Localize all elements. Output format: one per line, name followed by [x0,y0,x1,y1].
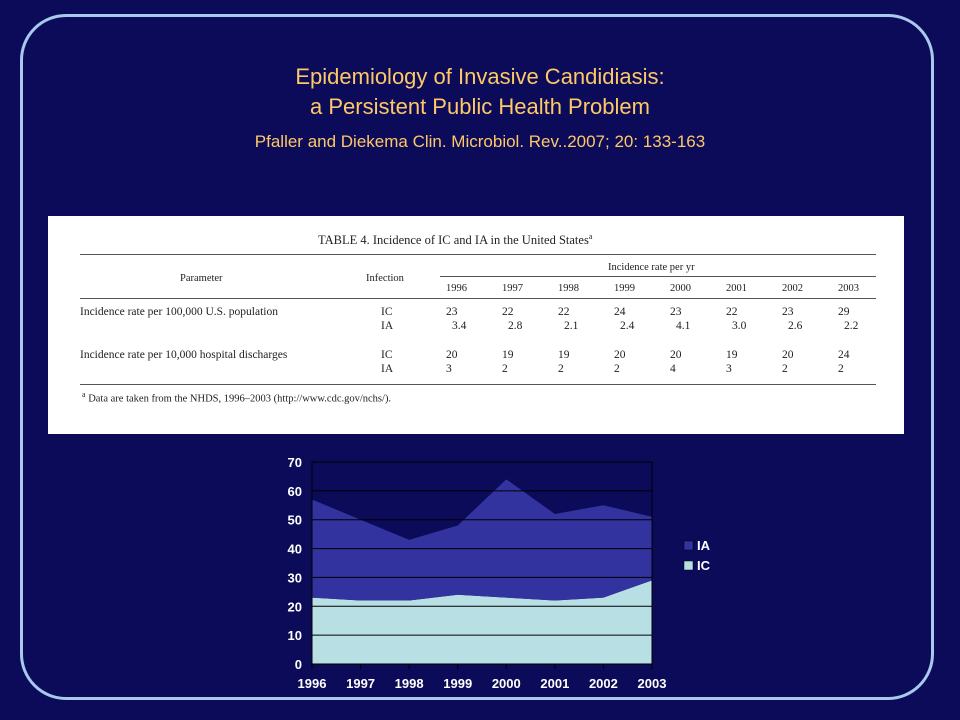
legend-swatch-ia [683,540,694,551]
table-cell: 29 [838,306,850,318]
area-series-ic [312,580,652,664]
year-header-1996: 1996 [446,283,467,294]
table-cell: 20 [446,349,458,361]
table-cell: 3.0 [732,320,747,332]
table-cell: 2 [782,363,788,375]
table-cell: 22 [558,306,570,318]
table-cell: 22 [726,306,738,318]
row-infection: IC [381,349,393,361]
y-tick-label: 50 [288,513,302,528]
table-caption: TABLE 4. Incidence of IC and IA in the U… [318,232,592,248]
year-header-2000: 2000 [670,283,691,294]
year-header-2002: 2002 [782,283,803,294]
col-header-infection: Infection [366,273,404,284]
table-cell: 19 [726,349,738,361]
table-cell: 3 [726,363,732,375]
slide-frame [20,14,934,700]
slide-citation: Pfaller and Diekema Clin. Microbiol. Rev… [254,132,706,151]
legend-swatch-ic [683,560,694,571]
table-cell: 20 [782,349,794,361]
stacked-area-chart: 0 10 20 30 40 50 60 70 1996 1997 1998 1999 2000 2001 2… [288,455,711,691]
legend-label-ia: IA [697,538,711,553]
y-tick-label: 60 [288,484,302,499]
table-rule-top [80,254,876,255]
x-tick-label: 2002 [589,676,618,691]
table-rule-years-group [440,276,876,277]
x-tick-label: 2000 [492,676,521,691]
table-footnote: a Data are taken from the NHDS, 1996–200… [82,390,391,405]
table-cell: 4 [670,363,676,375]
x-tick-label: 1997 [346,676,375,691]
year-header-1997: 1997 [502,283,523,294]
row-infection: IC [381,306,393,318]
table-cell: 20 [614,349,626,361]
x-tick-label: 2001 [540,676,569,691]
year-header-1998: 1998 [558,283,579,294]
table-cell: 24 [838,349,850,361]
table-caption-sup: a [588,232,593,241]
table-caption-text: TABLE 4. Incidence of IC and IA in the U… [318,233,589,248]
slide-title-line-1: Epidemiology of Invasive Candidiasis: [295,64,665,89]
table-cell: 19 [558,349,570,361]
table-cell: 2.1 [564,320,579,332]
row-parameter: Incidence rate per 100,000 U.S. populati… [80,306,278,318]
y-tick-label: 0 [295,657,302,672]
table-cell: 4.1 [676,320,691,332]
footnote-text: Data are taken from the NHDS, 1996–2003 … [85,393,392,405]
area-series-ia [312,479,652,601]
table-cell: 2 [838,363,844,375]
table-cell: 2.8 [508,320,523,332]
col-header-parameter: Parameter [180,273,223,284]
row-parameter: Incidence rate per 10,000 hospital disch… [80,349,288,361]
table-cell: 2.6 [788,320,803,332]
table-cell: 2.4 [620,320,635,332]
x-tick-label: 1999 [443,676,472,691]
table-cell: 20 [670,349,682,361]
table-rule-header [80,298,876,299]
table-cell: 23 [782,306,794,318]
row-infection: IA [381,363,394,375]
table-cell: 23 [670,306,682,318]
row-infection: IA [381,320,394,332]
y-tick-label: 10 [288,628,302,643]
table-cell: 24 [614,306,626,318]
table-cell: 23 [446,306,458,318]
table-cell: 2 [614,363,620,375]
year-header-1999: 1999 [614,283,635,294]
incidence-table: TABLE 4. Incidence of IC and IA in the U… [48,216,904,434]
year-header-2003: 2003 [838,283,859,294]
plot-border [311,461,653,665]
table-cell: 2 [558,363,564,375]
y-tick-label: 40 [288,542,302,557]
table-cell: 3 [446,363,452,375]
legend-label-ic: IC [697,558,711,573]
y-tick-label: 30 [288,570,302,585]
x-tick-label: 2003 [638,676,667,691]
footnote-sup: a [82,390,86,399]
slide-title-line-2: a Persistent Public Health Problem [310,94,650,119]
table-cell: 22 [502,306,514,318]
x-tick-label: 1998 [395,676,424,691]
table-cell: 2 [502,363,508,375]
x-tick-label: 1996 [298,676,327,691]
y-tick-label: 70 [288,455,302,470]
table-cell: 2.2 [844,320,859,332]
table-cell: 19 [502,349,514,361]
table-rule-bottom [80,384,876,385]
y-tick-label: 20 [288,599,302,614]
year-header-2001: 2001 [726,283,747,294]
col-header-incidence-group: Incidence rate per yr [608,262,695,273]
table-cell: 3.4 [452,320,467,332]
